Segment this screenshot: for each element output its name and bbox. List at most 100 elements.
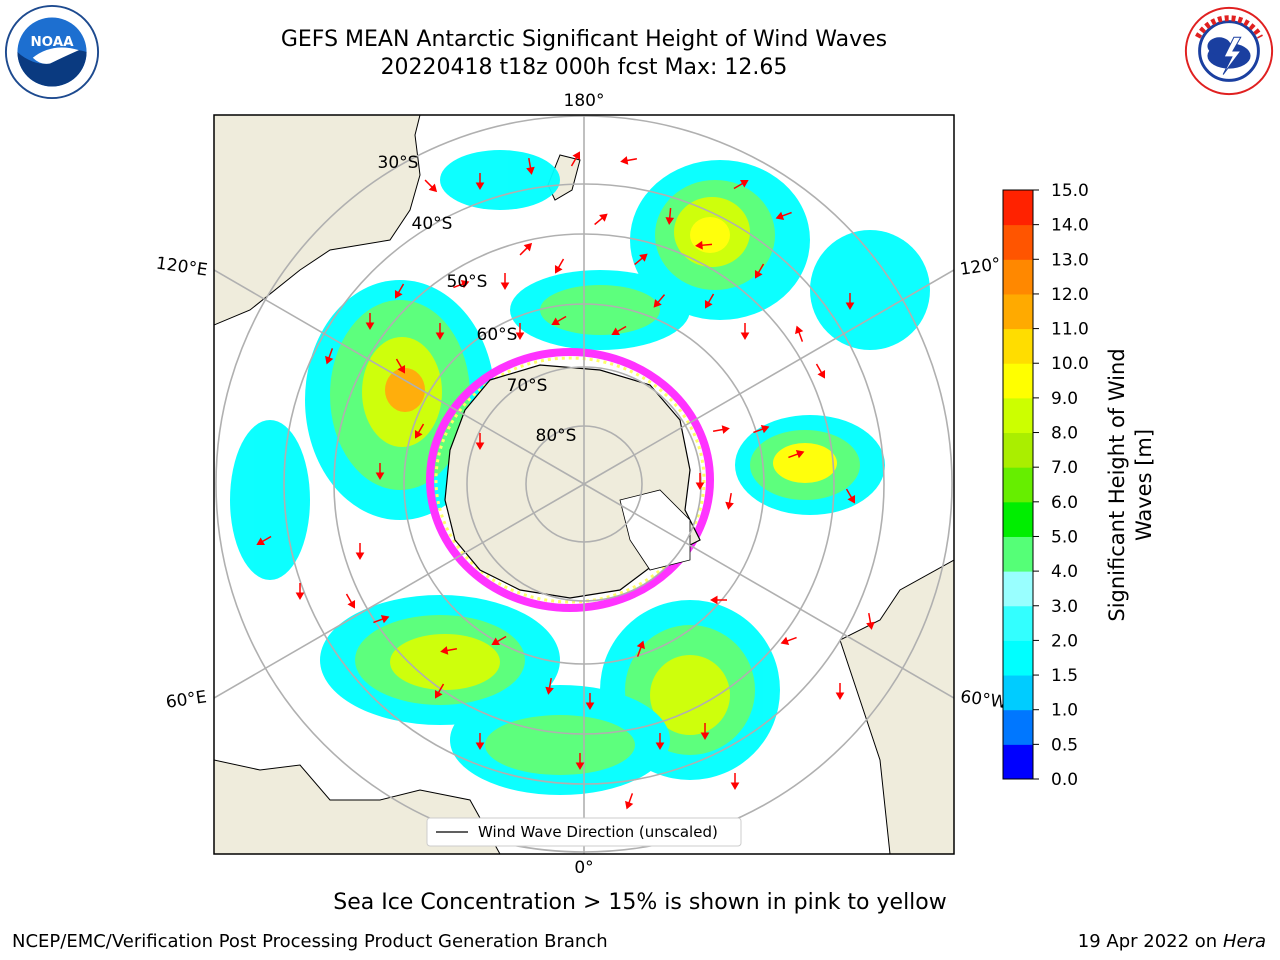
arrow-head: [526, 166, 535, 175]
colorbar-tick-label: 15.0: [1051, 181, 1089, 201]
colorbar-tick-label: 1.5: [1051, 666, 1078, 686]
arrow-head: [700, 732, 710, 740]
wave-direction-arrow: [585, 693, 595, 710]
wave-direction-arrow: [551, 315, 567, 326]
arrow-head: [730, 782, 740, 790]
wave-direction-arrow: [710, 595, 727, 605]
antarctic-ice-shelf: [619, 489, 691, 571]
arrow-head: [739, 179, 749, 188]
arrow-head: [611, 327, 621, 336]
footer-date-text: 19 Apr 2022 on: [1077, 931, 1218, 952]
arrow-head: [523, 242, 533, 252]
wave-direction-arrow: [515, 323, 525, 340]
colorbar-segment: [1003, 328, 1033, 364]
lon-label-120e: 120°E: [155, 254, 209, 281]
colorbar-tick-label: 0.0: [1051, 770, 1078, 790]
lat-label-80s: 80°S: [536, 426, 577, 446]
arrow-head: [625, 800, 634, 810]
wave-direction-arrow: [375, 463, 385, 480]
arrow-head: [397, 364, 406, 374]
arrow-head: [704, 299, 713, 309]
colorbar-segment: [1003, 467, 1033, 503]
arrow-head: [740, 332, 750, 340]
map-legend: Wind Wave Direction (unscaled): [426, 817, 742, 847]
wave-direction-arrow: [775, 211, 792, 220]
arrow-head: [355, 552, 365, 560]
lon-label-120w: 120°: [959, 254, 1002, 280]
arrow-head: [695, 240, 703, 250]
wave-direction-arrow: [345, 593, 356, 609]
arrow-head: [760, 425, 770, 434]
wave-direction-arrow: [475, 433, 485, 450]
arrow-head: [780, 636, 790, 645]
wave-direction-arrow: [295, 583, 305, 600]
colorbar-tick-label: 0.5: [1051, 735, 1078, 755]
colorbar-segment: [1003, 259, 1033, 295]
arrow-head: [325, 355, 334, 365]
arrow-head: [545, 686, 554, 695]
wave-direction-arrow: [653, 294, 666, 308]
wave-direction-arrow: [620, 156, 638, 165]
wave-direction-arrow: [355, 543, 365, 560]
wave-direction-arrow: [475, 733, 485, 750]
colorbar-segment: [1003, 190, 1033, 226]
arrow-head: [256, 537, 266, 546]
wave-direction-arrow: [730, 773, 740, 790]
arrow-head: [835, 692, 845, 700]
colorbar-segment: [1003, 363, 1033, 399]
wave-direction-arrow: [424, 179, 438, 193]
wave-direction-arrow: [835, 683, 845, 700]
wave-direction-arrow: [440, 646, 458, 655]
wave-direction-arrow: [712, 425, 730, 434]
wave-direction-arrow: [780, 636, 797, 645]
nws-logo-icon: [1181, 3, 1277, 99]
arrow-head: [515, 332, 525, 340]
arrow-head: [500, 282, 510, 290]
arrow-head: [414, 429, 423, 439]
sea-ice-note: Sea Ice Concentration > 15% is shown in …: [333, 890, 947, 915]
arrow-head: [554, 264, 563, 274]
colorbar-tick-label: 11.0: [1051, 320, 1089, 340]
colorbar-segment: [1003, 224, 1033, 260]
arrow-head: [847, 494, 856, 504]
wave-direction-arrow: [519, 242, 533, 256]
colorbar-label-line1: Significant Height of Wind: [1105, 348, 1129, 621]
arrow-head: [460, 280, 470, 289]
wave-direction-arrow: [700, 723, 710, 740]
arrow-head: [475, 742, 485, 750]
wave-direction-arrow: [788, 450, 805, 459]
colorbar: 0.0 0.5 1.0 1.5 2.0 3.0 4.0 5.0 6.0 7.0 8.0 9.0 10.0…: [1002, 181, 1089, 790]
colorbar-segment: [1003, 432, 1033, 468]
wave-direction-arrow: [695, 473, 705, 490]
arrow-head: [665, 217, 675, 225]
wave-direction-arrow: [500, 273, 510, 290]
arrow-head: [575, 762, 585, 770]
wave-direction-arrow: [636, 640, 645, 657]
lon-label-180: 180°: [564, 91, 605, 111]
wave-direction-arrow: [554, 258, 565, 274]
wave-direction-arrow: [570, 151, 581, 167]
wind-wave-arrows: [256, 151, 875, 810]
wave-direction-arrow: [435, 323, 445, 340]
wave-direction-arrow: [740, 323, 750, 340]
arrow-head: [866, 621, 875, 630]
noaa-logo-text: NOAA: [30, 35, 74, 50]
legend-entry: Wind Wave Direction (unscaled): [478, 823, 718, 841]
arrow-head: [475, 442, 485, 450]
wave-direction-arrow: [753, 425, 770, 434]
arrow-head: [440, 646, 449, 655]
colorbar-tick-label: 13.0: [1051, 250, 1089, 270]
arrow-head: [695, 482, 705, 490]
map-frame: [213, 114, 955, 855]
arrow-head: [845, 302, 855, 310]
colorbar-tick-label: 14.0: [1051, 216, 1089, 236]
colorbar-segment: [1003, 640, 1033, 676]
colorbar-tick-label: 6.0: [1051, 493, 1078, 513]
chart-title: GEFS MEAN Antarctic Significant Height o…: [280, 27, 888, 52]
arrow-head: [365, 322, 375, 330]
wave-direction-arrow: [815, 363, 826, 379]
wave-direction-arrow: [795, 325, 804, 342]
lat-label-60s: 60°S: [477, 325, 518, 345]
colorbar-segment: [1003, 709, 1033, 745]
